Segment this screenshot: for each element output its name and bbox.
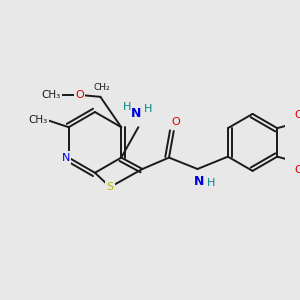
Text: H: H [123,102,131,112]
Text: N: N [131,106,142,120]
Text: O: O [171,116,180,127]
Text: S: S [106,182,114,192]
Text: O: O [295,165,300,175]
Text: N: N [194,175,205,188]
Text: H: H [207,178,215,188]
Text: N: N [61,153,70,163]
Text: CH₂: CH₂ [94,83,111,92]
Text: CH₃: CH₃ [41,90,61,100]
Text: O: O [75,90,84,100]
Text: O: O [295,110,300,120]
Text: H: H [144,104,152,114]
Text: CH₃: CH₃ [28,115,48,124]
